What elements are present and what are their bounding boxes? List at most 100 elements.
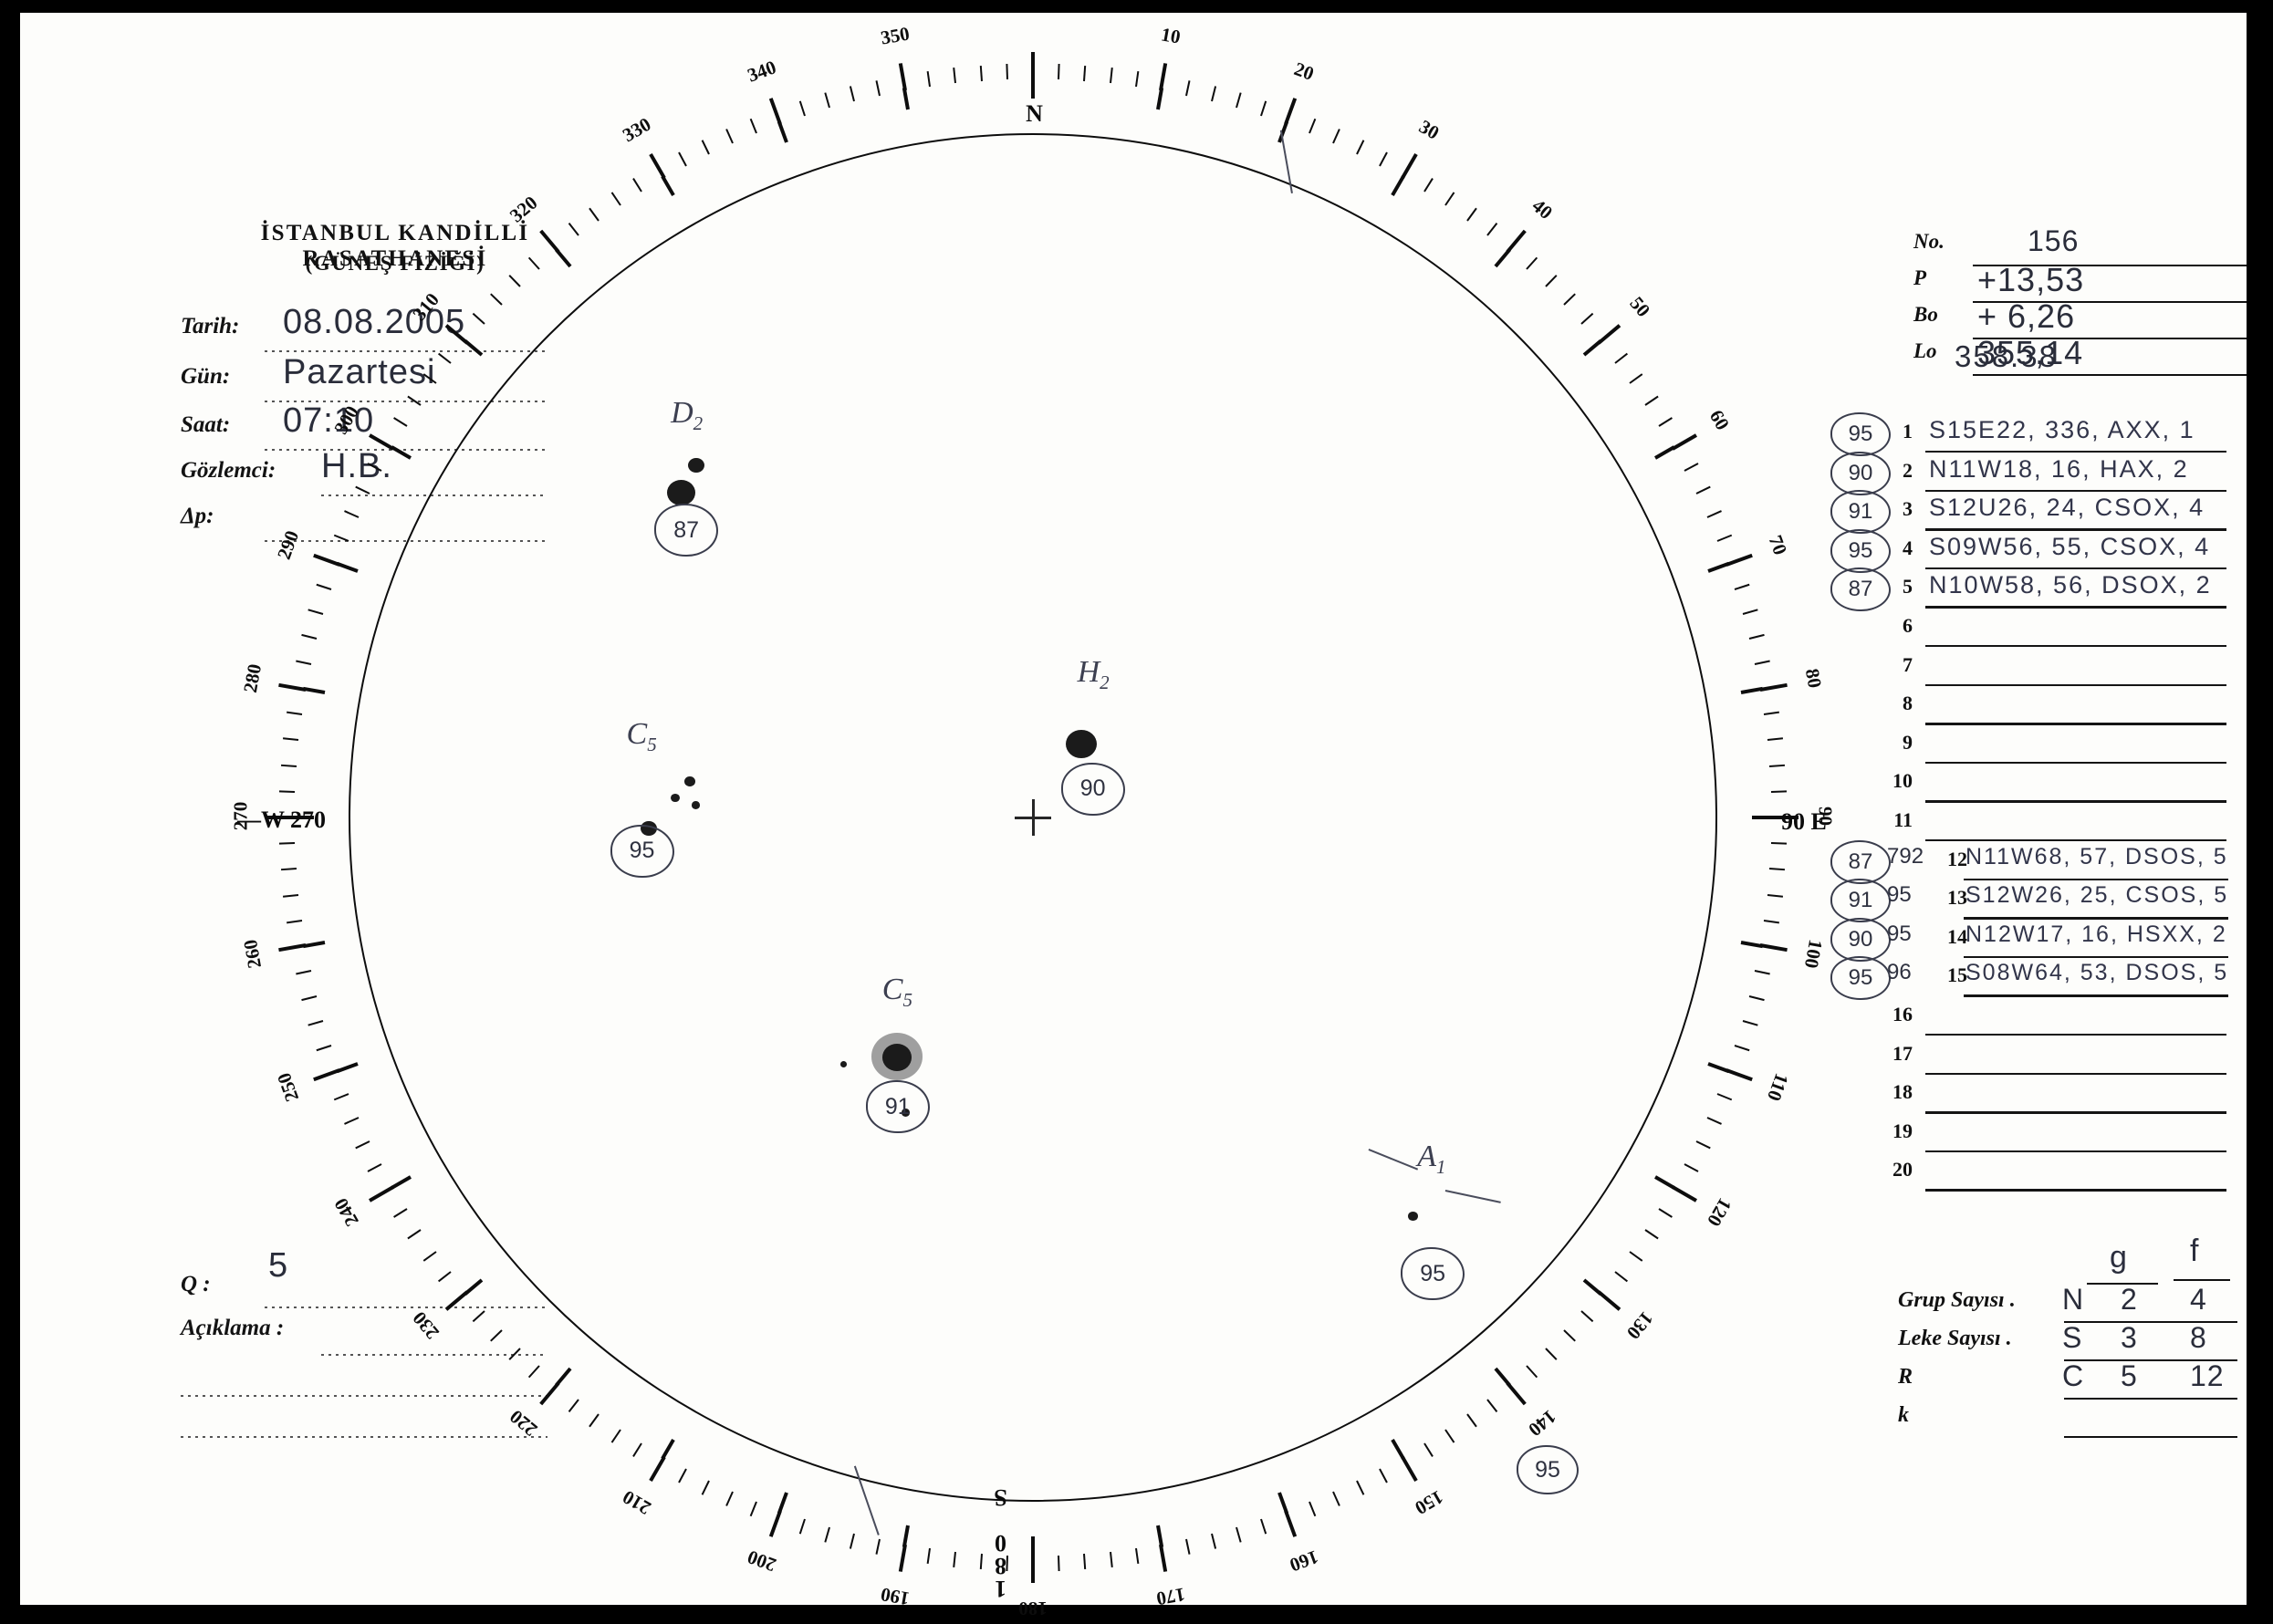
- group-row-index-10: 10: [1892, 769, 1913, 793]
- degree-label-120: 120: [1702, 1194, 1736, 1231]
- group-sub: 5: [902, 988, 912, 1011]
- sunspot-umbra-3-2: [840, 1060, 848, 1067]
- summary-f-1[interactable]: 8: [2190, 1321, 2207, 1354]
- group-row-underline-1[interactable]: [1925, 451, 2226, 453]
- param-value-Lo[interactable]: 355,14: [1977, 334, 2084, 371]
- field-value-1[interactable]: Pazartesi: [283, 353, 436, 391]
- aciklama-dotline-3[interactable]: [181, 1436, 547, 1438]
- group-row-index-14: 14: [1947, 924, 1967, 948]
- group-row-index-13: 13: [1947, 886, 1967, 910]
- group-row-underline-16[interactable]: [1925, 1034, 2226, 1036]
- group-row-entry-1[interactable]: S15E22, 336, AXX, 1: [1929, 416, 2195, 443]
- cardinal-north: N: [1021, 100, 1048, 123]
- summary-g-underline: [2087, 1283, 2158, 1285]
- lo-extra-value[interactable]: 358.38: [1955, 339, 2058, 373]
- group-row-underline-5[interactable]: [1925, 606, 2226, 609]
- group-row-underline-17[interactable]: [1925, 1072, 2226, 1075]
- param-underline-2: [1973, 338, 2247, 339]
- q-dotline: [265, 1306, 547, 1308]
- summary-g-2[interactable]: 5: [2121, 1359, 2138, 1392]
- field-label-0: Tarih:: [181, 314, 240, 338]
- group-row-entry-3[interactable]: S12U26, 24, CSOX, 4: [1929, 494, 2205, 522]
- group-row-entry-5[interactable]: N10W58, 56, DSOX, 2: [1929, 571, 2212, 599]
- summary-label-2: R: [1898, 1365, 1913, 1389]
- sunspot-umbra-3-1: [881, 1043, 912, 1071]
- group-row-underline-15[interactable]: [1964, 994, 2228, 997]
- param-value-No[interactable]: 156: [2028, 224, 2080, 257]
- group-row-underline-11[interactable]: [1925, 839, 2226, 842]
- summary-g-1[interactable]: 3: [2121, 1321, 2138, 1354]
- field-value-3[interactable]: H.B.: [321, 447, 392, 485]
- summary-f-0[interactable]: 4: [2190, 1283, 2207, 1316]
- degree-label-290: 290: [273, 527, 304, 563]
- summary-label-3: k: [1898, 1403, 1909, 1427]
- group-row-entry-14[interactable]: N12W17, 16, HSXX, 2: [1965, 921, 2227, 947]
- group-row-underline-8[interactable]: [1925, 723, 2226, 725]
- field-dotline-2[interactable]: [265, 449, 547, 451]
- degree-label-260: 260: [239, 937, 266, 970]
- group-row-underline-4[interactable]: [1925, 567, 2226, 570]
- field-dotline-0[interactable]: [265, 350, 547, 352]
- group-row-entry-13[interactable]: S12W26, 25, CSOS, 5: [1965, 882, 2229, 909]
- param-underline-0: [1973, 265, 2247, 266]
- group-row-index-12: 12: [1947, 847, 1967, 870]
- param-label-No: No.: [1913, 230, 1945, 253]
- group-row-underline-13[interactable]: [1964, 917, 2228, 920]
- degree-label-320: 320: [505, 191, 542, 227]
- group-row-underline-14[interactable]: [1964, 955, 2228, 959]
- aciklama-dotline-2[interactable]: [181, 1395, 547, 1397]
- field-value-0[interactable]: 08.08.2005: [283, 303, 466, 341]
- param-label-Bo: Bo: [1913, 303, 1938, 326]
- aciklama-dotline-1[interactable]: [321, 1354, 547, 1356]
- group-row-underline-18[interactable]: [1925, 1111, 2226, 1114]
- param-value-P[interactable]: +13,53: [1977, 261, 2085, 298]
- summary-f-2[interactable]: 12: [2190, 1359, 2225, 1392]
- group-row-underline-3[interactable]: [1925, 528, 2226, 531]
- summary-letter-0[interactable]: N: [2062, 1283, 2085, 1316]
- group-row-aux-number-12: 792: [1887, 843, 1924, 869]
- sunspot-umbra-0-1: [667, 479, 695, 506]
- group-row-entry-15[interactable]: S08W64, 53, DSOS, 5: [1965, 960, 2229, 986]
- group-letter: H: [1077, 654, 1100, 689]
- summary-letter-2[interactable]: C: [2062, 1359, 2085, 1392]
- degree-label-230: 230: [408, 1306, 443, 1344]
- group-row-underline-9[interactable]: [1925, 761, 2226, 765]
- solar-disk-drawing: 10 20 30 40 50 60 70 80 90 100 110 120 130 140 150 160 1…: [230, 23, 1837, 1619]
- degree-label-250: 250: [273, 1069, 304, 1105]
- group-letter: D: [671, 396, 693, 431]
- param-label-P: P: [1913, 266, 1927, 289]
- group-row-entry-2[interactable]: N11W18, 16, HAX, 2: [1929, 454, 2189, 483]
- summary-g-0[interactable]: 2: [2121, 1283, 2138, 1316]
- group-row-circled-number-14: 90: [1830, 917, 1891, 962]
- group-row-index-19: 19: [1892, 1119, 1913, 1142]
- degree-label-200: 200: [745, 1545, 779, 1577]
- field-label-4: Δp:: [181, 504, 214, 528]
- group-row-index-8: 8: [1903, 692, 1913, 715]
- group-number-circle-95-4: 95: [1401, 1247, 1465, 1301]
- group-row-entry-12[interactable]: N11W68, 57, DSOS, 5: [1965, 843, 2228, 869]
- group-row-underline-19[interactable]: [1925, 1150, 2226, 1153]
- field-label-3: Gözlemci:: [181, 458, 276, 483]
- param-value-Bo[interactable]: + 6,26: [1977, 297, 2076, 335]
- summary-label-0: Grup Sayısı .: [1898, 1288, 2016, 1312]
- group-row-index-16: 16: [1892, 1003, 1913, 1025]
- group-row-entry-4[interactable]: S09W56, 55, CSOX, 4: [1929, 532, 2211, 560]
- group-row-underline-12[interactable]: [1964, 878, 2228, 880]
- field-value-2[interactable]: 07:10: [283, 401, 375, 440]
- sunspot-umbra-4-0: [1408, 1212, 1418, 1221]
- group-row-underline-20[interactable]: [1925, 1189, 2226, 1192]
- group-letter: A: [1417, 1140, 1436, 1174]
- degree-label-220: 220: [505, 1405, 542, 1442]
- group-row-underline-2[interactable]: [1925, 489, 2226, 492]
- cardinal-south: 180 S: [987, 1488, 1014, 1602]
- degree-label-280: 280: [239, 662, 266, 695]
- group-row-underline-6[interactable]: [1925, 645, 2226, 648]
- field-label-1: Gün:: [181, 364, 231, 389]
- q-value[interactable]: 5: [268, 1246, 289, 1285]
- field-dotline-1[interactable]: [265, 401, 547, 402]
- summary-letter-1[interactable]: S: [2062, 1321, 2083, 1354]
- cardinal-east: 90 E: [1781, 808, 1827, 835]
- group-row-underline-10[interactable]: [1925, 800, 2226, 803]
- group-row-underline-7[interactable]: [1925, 683, 2226, 686]
- group-number-circle-90-2: 90: [1060, 762, 1125, 816]
